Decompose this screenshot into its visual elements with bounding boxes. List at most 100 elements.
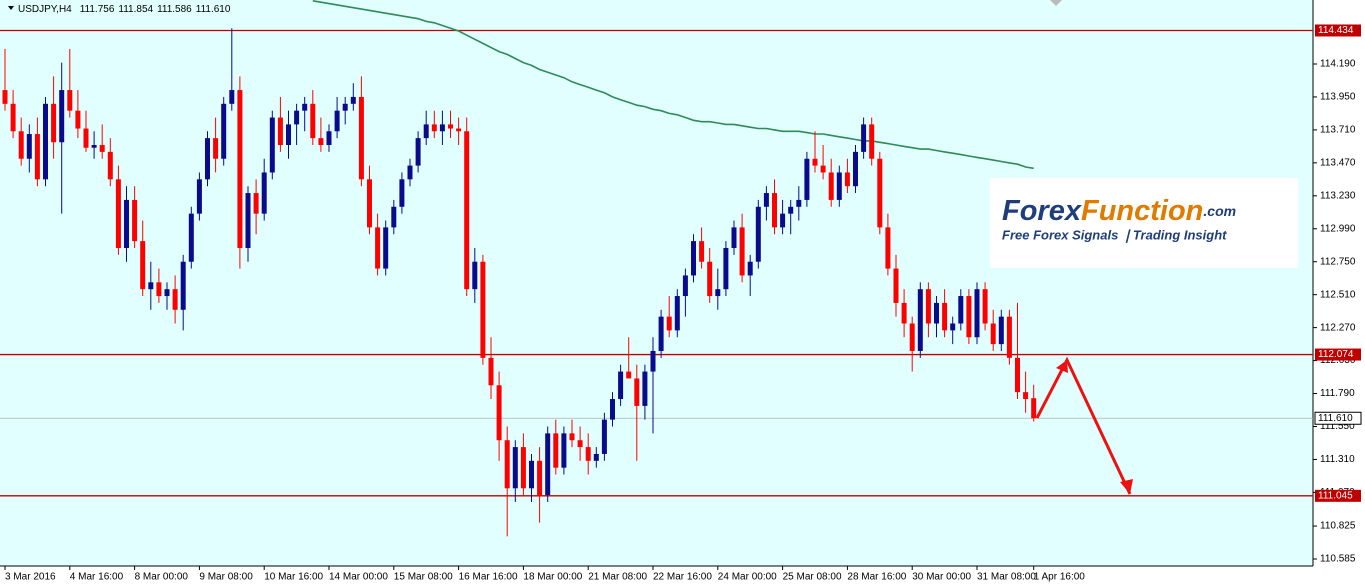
symbol: USDJPY,H4 — [18, 4, 72, 15]
candle-body — [456, 128, 462, 132]
candle-body — [520, 447, 526, 489]
candle-body — [982, 289, 988, 324]
candle-body — [788, 206, 794, 214]
candle-body — [1015, 357, 1020, 393]
candle-body — [1031, 398, 1037, 419]
y-tick-label: 112.510 — [1320, 289, 1356, 300]
candle-body — [99, 145, 105, 152]
y-tick-label: 112.750 — [1320, 256, 1356, 267]
candle-body — [213, 138, 219, 159]
candle-body — [148, 282, 154, 290]
logo-part: Function — [1081, 195, 1203, 227]
candle-body — [34, 134, 40, 180]
candle-body — [391, 206, 397, 228]
candle-body — [990, 323, 996, 345]
y-tick-label: 112.270 — [1320, 322, 1356, 333]
candle-body — [188, 213, 194, 262]
candle-body — [358, 96, 364, 180]
candle-body — [245, 193, 251, 248]
x-tick-label: 10 Mar 16:00 — [264, 572, 323, 583]
candle-body — [2, 90, 8, 104]
candle-body — [674, 296, 680, 331]
candle-body — [399, 179, 405, 207]
candle-body — [286, 124, 291, 146]
candle-body — [124, 199, 129, 248]
candle-body — [618, 371, 624, 400]
candle-body — [739, 227, 745, 276]
candle-body — [707, 261, 713, 297]
candle-body — [439, 124, 445, 132]
level-label-box — [1315, 489, 1361, 502]
candle-body — [512, 447, 518, 489]
header-value: 111.756 — [80, 4, 115, 15]
logo-part: Forex — [1002, 195, 1083, 227]
level-label-box — [1315, 24, 1361, 37]
candle-body — [658, 316, 664, 351]
candle-body — [10, 103, 16, 132]
y-tick-label: 111.790 — [1320, 388, 1355, 399]
candle-body — [51, 103, 57, 143]
candle-body — [836, 172, 842, 200]
candle-body — [966, 296, 972, 338]
x-tick-label: 8 Mar 00:00 — [135, 572, 189, 583]
candle-body — [488, 357, 494, 386]
candle-body — [796, 199, 802, 207]
candle-body — [610, 399, 615, 420]
candle-body — [415, 138, 421, 166]
level-label: 112.074 — [1318, 349, 1354, 360]
candle-body — [59, 90, 65, 143]
candle-body — [91, 145, 97, 148]
candle-body — [448, 124, 453, 129]
candle-body — [196, 179, 202, 214]
level-label: 111.045 — [1318, 490, 1353, 501]
candle-body — [269, 117, 275, 173]
candle-body — [569, 433, 575, 441]
y-tick-label: 112.990 — [1320, 223, 1356, 234]
candle-body — [334, 110, 340, 132]
candle-body — [18, 131, 24, 159]
candle-body — [626, 371, 632, 379]
header-text: USDJPY,H4 111.756 111.854 111.586 111.610 — [18, 4, 231, 15]
candle-body — [107, 151, 113, 180]
candle-body — [869, 124, 875, 159]
candle-body — [853, 151, 858, 187]
candle-body — [553, 433, 559, 468]
header: USDJPY,H4 111.756 111.854 111.586 111.610 — [8, 4, 231, 15]
x-tick-label: 22 Mar 16:00 — [653, 572, 712, 583]
candle-body — [666, 316, 672, 331]
x-tick-label: 4 Mar 16:00 — [70, 572, 124, 583]
candle-body — [383, 227, 389, 269]
logo: ForexFunction.com Free Forex Signals ❘Tr… — [990, 178, 1298, 268]
candle-body — [545, 433, 551, 496]
candle-body — [172, 289, 178, 310]
candle-body — [310, 103, 316, 139]
current-price-label: 111.610 — [1318, 413, 1353, 424]
candle-body — [326, 131, 332, 146]
x-tick-label: 31 Mar 08:00 — [977, 572, 1036, 583]
y-tick-label: 113.230 — [1320, 190, 1356, 201]
logo-tagline: Free Forex Signals ❘Trading Insight — [1002, 227, 1227, 243]
candle-body — [115, 179, 121, 248]
candle-body — [780, 213, 786, 228]
candle-body — [132, 199, 138, 242]
candle-body — [237, 90, 243, 248]
header-icon — [8, 6, 14, 10]
candle-body — [464, 131, 470, 290]
candle-body — [1023, 392, 1029, 400]
candle-body — [925, 289, 931, 324]
candle-body — [561, 433, 567, 468]
x-tick-label: 16 Mar 16:00 — [459, 572, 518, 583]
candle-body — [723, 247, 729, 290]
current-price-box — [1314, 411, 1362, 425]
candle-body — [229, 90, 235, 104]
candle-body — [917, 289, 923, 351]
candle-body — [755, 206, 761, 262]
candle-body — [804, 158, 810, 200]
candle-body — [772, 193, 777, 228]
candle-body — [367, 179, 372, 228]
header-value: 111.854 — [118, 4, 153, 15]
candle-body — [480, 261, 486, 358]
x-tick-label: 18 Mar 00:00 — [523, 572, 582, 583]
